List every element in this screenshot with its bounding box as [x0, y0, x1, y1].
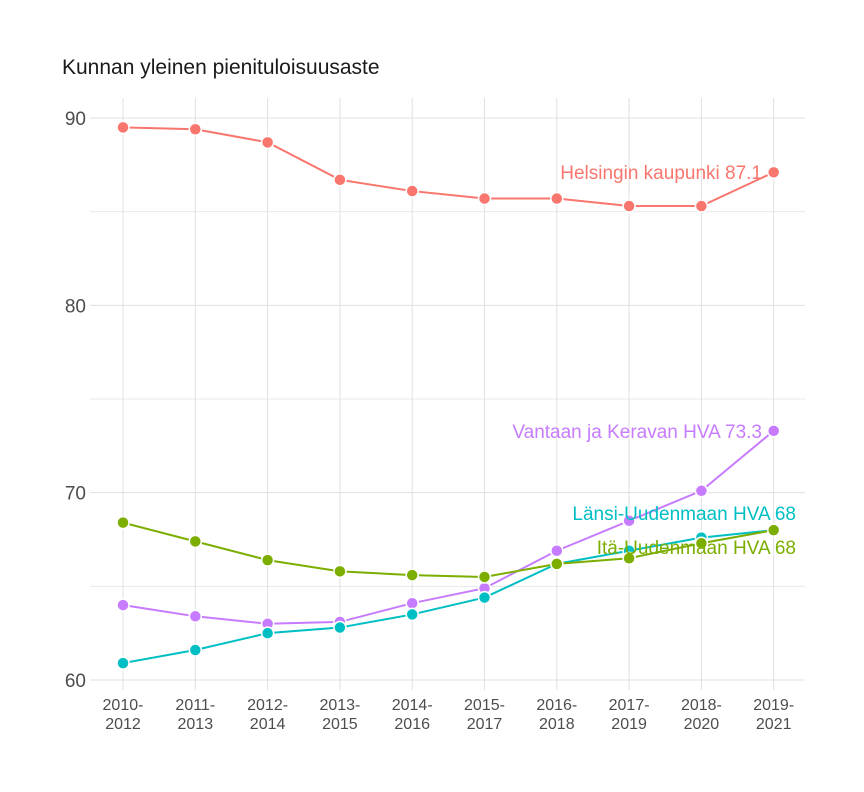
data-point: [260, 626, 275, 640]
data-point: [188, 609, 203, 624]
data-point: [622, 199, 636, 213]
x-tick-label: 2015-: [464, 697, 505, 714]
data-point: [405, 568, 419, 582]
data-point: [260, 135, 275, 150]
x-tick-label: 2010-: [103, 697, 144, 714]
data-point: [116, 120, 130, 135]
y-tick-label: 90: [65, 109, 86, 130]
series-line: [122, 529, 774, 665]
data-point: [766, 424, 781, 438]
x-tick-label: 2012: [105, 716, 141, 733]
x-tick-label: 2013-: [319, 697, 360, 714]
data-point: [622, 514, 636, 528]
x-tick-label: 2019-: [753, 697, 794, 714]
data-point: [333, 173, 347, 187]
series-label: Länsi-Uudenmaan HVA 68: [572, 504, 796, 525]
data-point: [333, 620, 347, 635]
x-tick-label: 2016: [394, 716, 430, 733]
data-point: [694, 484, 709, 498]
data-point: [550, 543, 564, 558]
data-point: [188, 534, 203, 549]
y-tick-label: 70: [65, 484, 86, 505]
x-tick-label: 2011-: [175, 697, 215, 714]
data-point: [405, 184, 419, 198]
x-tick-label: 2015: [322, 716, 358, 733]
x-tick-label: 2014: [250, 716, 286, 733]
data-point: [550, 557, 564, 571]
data-point: [477, 590, 492, 605]
data-point: [766, 165, 781, 180]
data-point: [116, 598, 130, 612]
series-label: Itä-Uudenmaan HVA 68: [597, 538, 796, 559]
data-point: [477, 570, 492, 584]
y-tick-label: 60: [65, 671, 86, 692]
x-tick-label: 2017: [467, 716, 503, 733]
series-label: Vantaan ja Keravan HVA 73.3: [512, 422, 762, 443]
data-point: [116, 656, 130, 670]
x-tick-label: 2020: [684, 716, 720, 733]
data-point: [766, 523, 781, 537]
series-line: [122, 126, 775, 208]
x-tick-label: 2021: [756, 716, 792, 733]
data-point: [333, 564, 347, 579]
x-tick-label: 2016-: [536, 697, 577, 714]
data-point: [550, 191, 564, 206]
x-tick-label: 2013: [178, 716, 214, 733]
data-point: [622, 551, 636, 565]
x-tick-label: 2018: [539, 716, 575, 733]
x-tick-label: 2018-: [681, 697, 722, 714]
x-tick-label: 2012-: [247, 697, 288, 714]
data-point: [477, 191, 492, 206]
series-label: Helsingin kaupunki 87.1: [560, 163, 762, 184]
series-line: [122, 430, 775, 625]
x-tick-label: 2014-: [392, 697, 433, 714]
data-point: [405, 596, 419, 610]
data-point: [260, 553, 275, 567]
y-tick-label: 80: [65, 296, 86, 317]
data-point: [694, 536, 709, 550]
data-point: [405, 607, 419, 622]
x-tick-label: 2019: [611, 716, 647, 733]
data-point: [694, 199, 709, 213]
x-tick-label: 2017-: [609, 697, 650, 714]
data-point: [116, 515, 130, 530]
chart-title: Kunnan yleinen pienituloisuusaste: [62, 56, 380, 79]
series-line: [122, 521, 774, 578]
data-point: [188, 122, 203, 136]
data-point: [188, 643, 203, 657]
